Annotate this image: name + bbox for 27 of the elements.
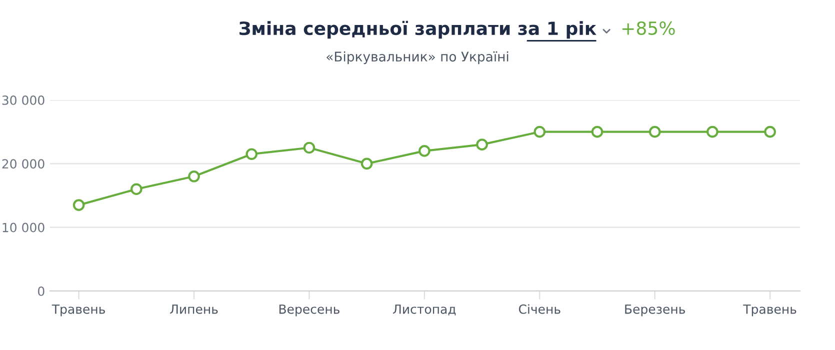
y-tick-label: 10 000	[2, 222, 44, 232]
x-tick-label: Липень	[170, 304, 218, 314]
x-tick-label: Травень	[52, 304, 105, 316]
text: +85%	[622, 21, 675, 35]
point	[246, 148, 258, 160]
x-tick-label: Березень	[625, 304, 685, 316]
x-tick-label: Листопад	[393, 304, 456, 316]
y-tick-label: 30 000	[2, 95, 44, 105]
point	[534, 126, 546, 138]
point	[648, 126, 661, 138]
point	[360, 158, 373, 170]
y-tick-label: 0	[38, 286, 44, 296]
chart-subtitle: «Біркувальник» по Україні	[326, 51, 508, 64]
point	[418, 145, 430, 157]
point	[764, 126, 776, 138]
point	[188, 170, 200, 182]
x-tick-label: Січень	[518, 304, 560, 314]
point	[706, 126, 718, 138]
chart-title: Зміна середньої зарплати за 1 рік	[240, 20, 596, 39]
point	[72, 199, 85, 211]
y-tick-label: 20 000	[2, 159, 44, 169]
point	[476, 138, 488, 150]
point	[591, 126, 604, 138]
x-tick-label: Вересень	[279, 304, 340, 316]
point	[303, 142, 316, 154]
point	[130, 183, 142, 196]
x-tick-label: Травень	[743, 304, 796, 316]
